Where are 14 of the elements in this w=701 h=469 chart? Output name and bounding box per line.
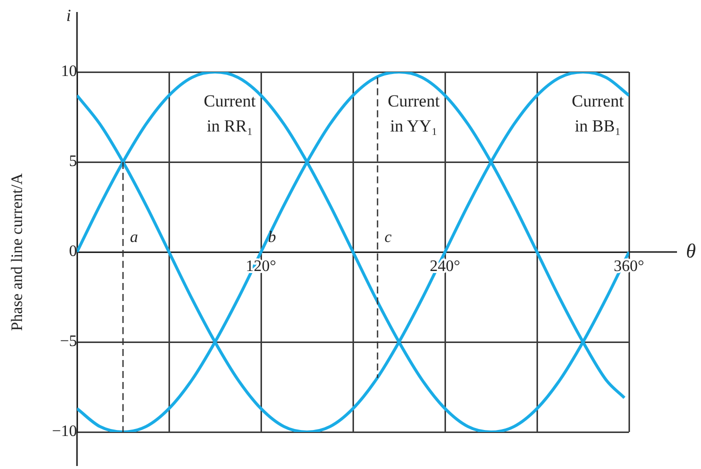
annotation: c: [384, 229, 392, 246]
annotation: Current in RR₁: [204, 91, 256, 136]
y-tick-label: −5: [60, 333, 77, 350]
y-tick-label: 10: [61, 63, 77, 80]
y-tick-label: 5: [69, 153, 77, 170]
x-axis-title: θ: [686, 240, 696, 262]
y-tick-label: −10: [52, 423, 77, 440]
annotation: Current in BB₁: [572, 91, 624, 136]
y-tick-label: 0: [69, 243, 77, 260]
annotation: b: [268, 229, 276, 246]
y-axis-title: Phase and line current/A: [9, 172, 26, 331]
annotation: Current in YY₁: [388, 91, 440, 136]
annotation: a: [130, 229, 138, 246]
text: i: [66, 6, 72, 25]
